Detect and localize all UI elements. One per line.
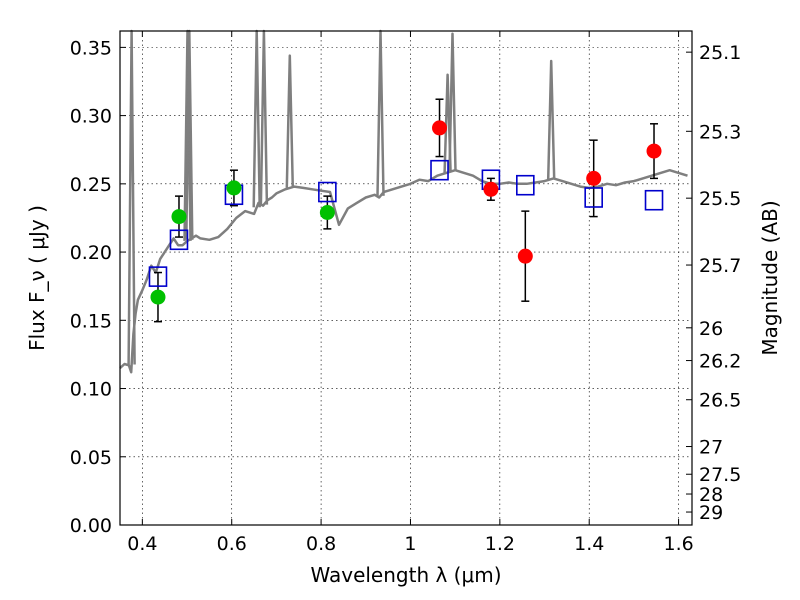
observed-flux-point [432, 120, 448, 136]
y-axis-label: Flux F_ν ( μJy ) [25, 205, 49, 351]
magnitude-tick-label: 26.2 [699, 351, 741, 373]
model-photometry-square [430, 159, 449, 181]
magnitude-tick-label: 25.5 [699, 188, 741, 210]
model-photometry-square [169, 229, 189, 251]
tick-label-layer: 0.4 0.6 0.8 1 1.2 1.4 1.6 0.00 0.05 0.10 0.15 0.20 0… [70, 37, 742, 555]
y-tick-label: 0.05 [70, 447, 112, 469]
x-tick-label: 0.8 [306, 533, 336, 555]
tick-layer [120, 31, 692, 526]
y-tick-label: 0.35 [70, 37, 112, 59]
magnitude-tick-label: 27.5 [699, 464, 741, 486]
model-spectrum-line [119, 168, 688, 374]
plot-frame [119, 30, 693, 526]
y-tick-label: 0.15 [70, 310, 112, 332]
x-tick-label: 1.2 [485, 533, 515, 555]
x-tick-label: 0.4 [127, 533, 157, 555]
model-photometry-square [584, 187, 603, 208]
y-tick-label: 0.30 [70, 106, 112, 128]
plot-background [120, 31, 692, 525]
emission-line-spike [285, 54, 295, 188]
model-photometry-square [148, 266, 168, 287]
y-tick-label: 0.00 [70, 515, 112, 537]
model-photometry-square [644, 189, 664, 211]
magnitude-tick-label: 28 [699, 484, 723, 506]
emission-line-spike [546, 59, 556, 180]
x-axis-label: Wavelength λ (μm) [310, 563, 501, 587]
observed-flux-point [319, 204, 335, 220]
magnitude-tick-label: 25.7 [699, 255, 741, 277]
x-tick-label: 1.4 [574, 533, 604, 555]
x-tick-label: 1 [404, 533, 416, 555]
magnitude-tick-label: 29 [699, 502, 723, 524]
observed-flux-point [171, 209, 187, 225]
observed-flux-point [483, 181, 499, 197]
y-tick-label: 0.20 [70, 242, 112, 264]
magnitude-tick-label: 25.1 [699, 42, 741, 64]
observed-flux-point [226, 180, 242, 196]
magnitude-tick-label: 26.5 [699, 390, 741, 412]
observed-flux-layer [150, 120, 662, 305]
observed-flux-point [517, 248, 533, 264]
x-tick-label: 0.6 [217, 533, 247, 555]
model-photometry-square [516, 174, 535, 196]
model-photometry-square [318, 181, 337, 203]
magnitude-tick-label: 27 [699, 437, 723, 459]
magnitude-tick-label: 26 [699, 318, 723, 340]
observed-flux-point [586, 170, 602, 186]
y-axis-right-label: Magnitude (AB) [758, 200, 782, 355]
observed-flux-point [646, 143, 662, 159]
model-photometry-layer [148, 159, 664, 287]
y-tick-label: 0.25 [70, 174, 112, 196]
x-tick-label: 1.6 [663, 533, 693, 555]
y-tick-label: 0.10 [70, 379, 112, 401]
magnitude-tick-label: 25.3 [699, 121, 741, 143]
emission-line-spike [448, 32, 457, 172]
observed-flux-point [150, 289, 166, 305]
